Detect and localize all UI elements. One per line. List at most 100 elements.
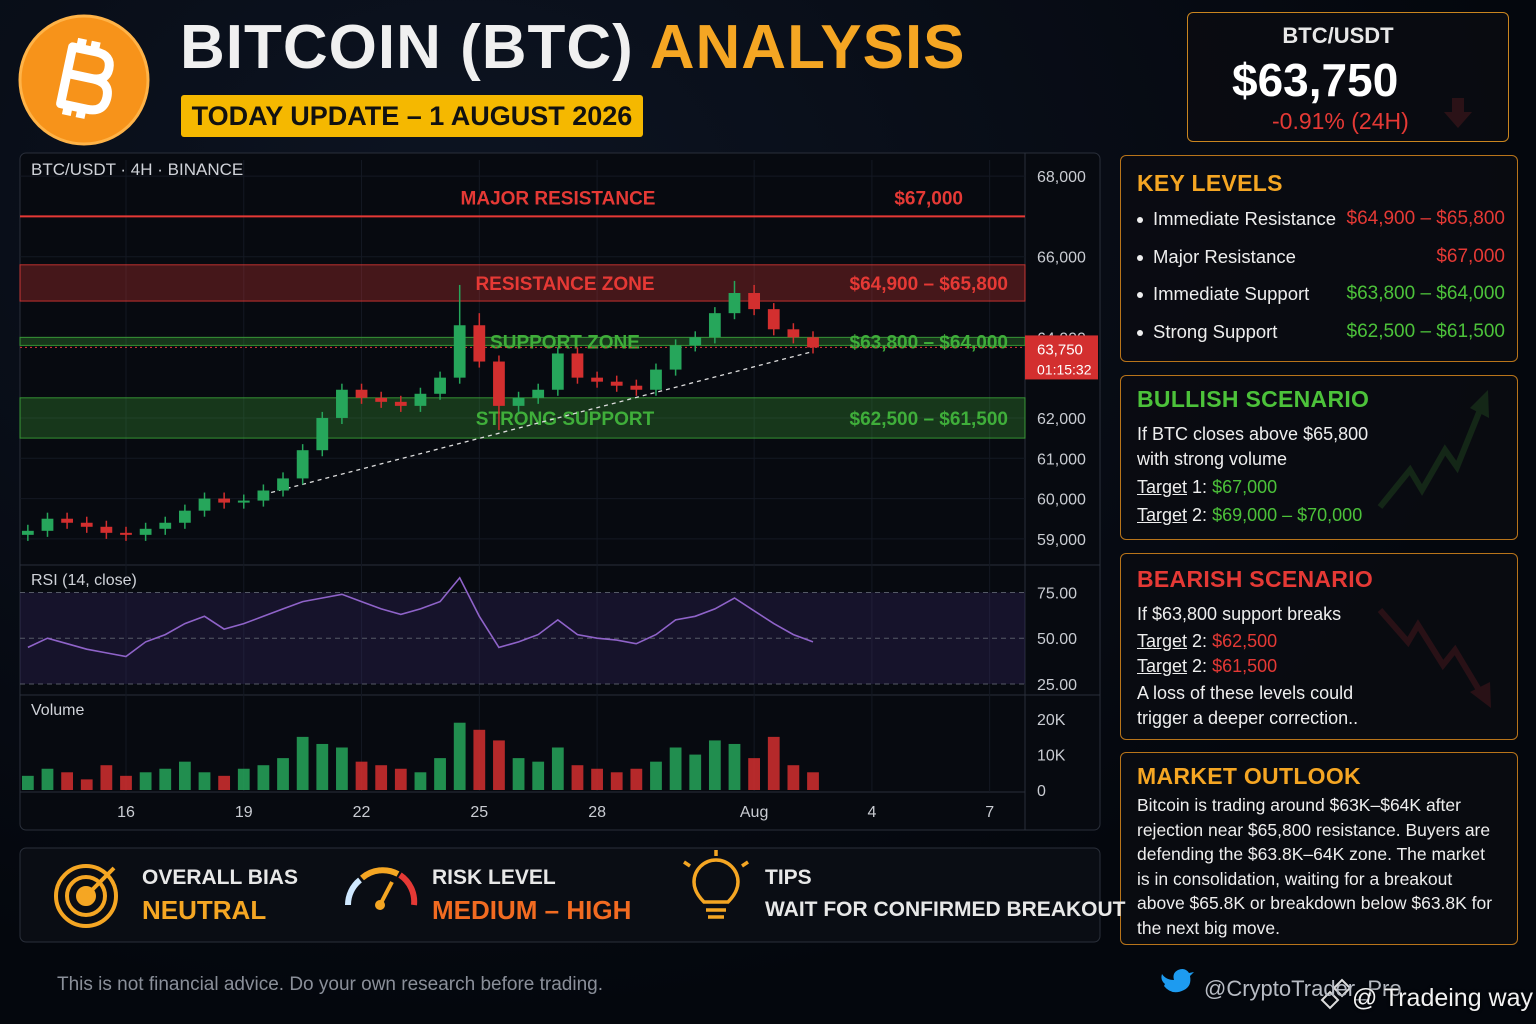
twitter-icon [1161,969,1194,993]
y-tick-label: 0 [1037,783,1046,800]
volume-bar [669,747,682,790]
candle-body [375,397,388,402]
x-tick-label: Aug [740,804,768,821]
target-label: Target [1137,656,1188,676]
candle-body [198,498,211,511]
x-tick-label: 19 [235,804,253,821]
volume-bar [355,761,368,790]
target-value: $69,000 – $70,000 [1212,505,1363,525]
rsi-line [27,576,814,658]
level-label: MAJOR RESISTANCE [461,188,656,209]
candle-body [355,389,368,398]
text-line: with strong volume [1137,449,1288,469]
volume-bar [296,736,309,790]
btc-symbol [56,37,114,119]
risk-label: RISK LEVEL [432,866,556,889]
target-num: 2: [1187,656,1208,676]
volume-bar [414,772,427,790]
candle-body [277,478,289,491]
candle-body [100,526,113,533]
volume-bar [551,747,564,790]
candle-body [218,498,231,503]
volume-bar [708,740,721,790]
tips-label: TIPS [765,866,812,889]
y-tick-label: 60,000 [1037,492,1086,509]
panel-title: BEARISH SCENARIO [1137,566,1374,592]
candle-body [316,417,329,451]
bullish-panel: BULLISH SCENARIO If BTC closes above $65… [1120,375,1518,540]
candle-body [630,385,643,390]
level-value: $64,900 – $65,800 [1346,208,1506,229]
candle-body [650,369,662,390]
volume-bar [198,772,211,790]
volume-bar [100,765,113,790]
text-line: trigger a deeper correction.. [1137,708,1359,728]
volume-bar [218,775,231,790]
volume-bar [434,758,446,790]
volume-bar [237,768,250,790]
candle-body [394,401,407,406]
target-icon [54,864,118,928]
gauge-icon [344,867,418,910]
volume-bar [21,775,34,790]
candle-body [571,353,584,378]
trendline [263,350,814,496]
candle-body [159,522,172,529]
volume-bar [748,758,761,790]
ticker-pair: BTC/USDT [1282,23,1394,48]
y-tick-label: 75.00 [1037,585,1077,602]
target-label: Target [1137,505,1188,525]
volume-bar [630,768,643,790]
volume-bar [807,772,819,790]
target-line: Target 2: $61,500 [1137,654,1358,679]
target-label: Target [1137,631,1188,651]
level-value: $67,000 [1436,245,1505,267]
target-label: Target [1137,477,1188,497]
candle-body [787,329,800,338]
y-tick-label: 25.00 [1037,677,1077,694]
volume-bar [375,765,388,790]
candle-body [21,530,34,535]
panel-title: RSI (14, close) [31,572,137,589]
target-line: Target 2: $62,500 [1137,629,1358,654]
level-value: $67,000 [894,188,963,209]
candle-body [336,389,348,418]
ticker-change: -0.91% (24H) [1272,108,1409,134]
candle-body [689,337,702,346]
panel-title: BTC/USDT · 4H · BINANCE [31,160,243,179]
target-num: 2: [1187,631,1208,651]
candle-body [767,309,780,330]
candle-body [414,393,427,406]
candle-body [257,490,270,501]
volume-bar [532,761,545,790]
text-line: If BTC closes above $65,800 [1137,424,1369,444]
date-badge: TODAY UPDATE – 1 AUGUST 2026 [181,95,643,137]
target-num: 1: [1187,477,1208,497]
candle-body [512,397,525,406]
volume-bar [493,740,505,790]
y-tick-label: 50.00 [1037,631,1077,648]
volume-bar [159,768,172,790]
panel-title: MARKET OUTLOOK [1137,763,1361,789]
zone-label: SUPPORT ZONE [490,332,640,353]
watermark-icon [1320,978,1352,1010]
y-tick-label: 20K [1037,712,1066,729]
volume-bar [591,768,603,790]
volume-bar [316,743,329,790]
twitter-handle: @CryptoTrader_Pro [1204,976,1402,1001]
candle-body [807,337,819,348]
bullet [1137,254,1143,261]
target-line: Target 1: $67,000 [1137,475,1368,500]
bullet [1137,217,1143,223]
target-line: Target 2: $69,000 – $70,000 [1137,503,1368,528]
candle-body [434,377,446,394]
level-name: Immediate Resistance [1153,208,1337,229]
volume-bar [512,758,525,790]
key-levels-panel: KEY LEVELS Immediate Resistance $64,900 –… [1120,155,1518,362]
chart-frame [19,152,1101,831]
x-tick-label: 16 [117,804,135,821]
volume-bar [61,772,73,790]
candle-body [728,293,741,314]
candle-body [591,377,603,382]
